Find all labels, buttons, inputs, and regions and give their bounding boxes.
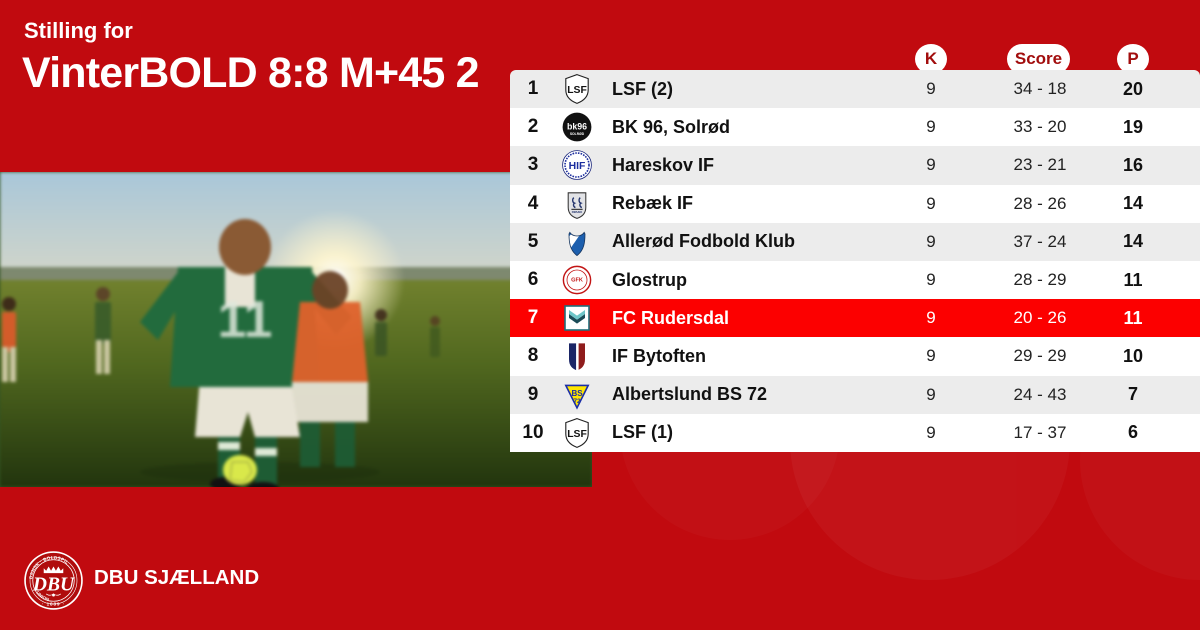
svg-text:REBÆK: REBÆK	[572, 209, 582, 213]
svg-text:DBU: DBU	[32, 574, 75, 595]
svg-text:HIF: HIF	[569, 161, 586, 172]
svg-text:BS: BS	[571, 388, 583, 397]
svg-text:· 1889 ·: · 1889 ·	[42, 602, 65, 607]
svg-text:11: 11	[218, 291, 273, 349]
svg-text:SOLRØD: SOLRØD	[570, 132, 585, 136]
svg-text:GFK: GFK	[571, 278, 583, 284]
svg-text:72: 72	[573, 398, 581, 405]
svg-text:bk96: bk96	[567, 122, 587, 132]
svg-text:LSF: LSF	[567, 85, 587, 96]
svg-text:LSF: LSF	[567, 429, 587, 440]
